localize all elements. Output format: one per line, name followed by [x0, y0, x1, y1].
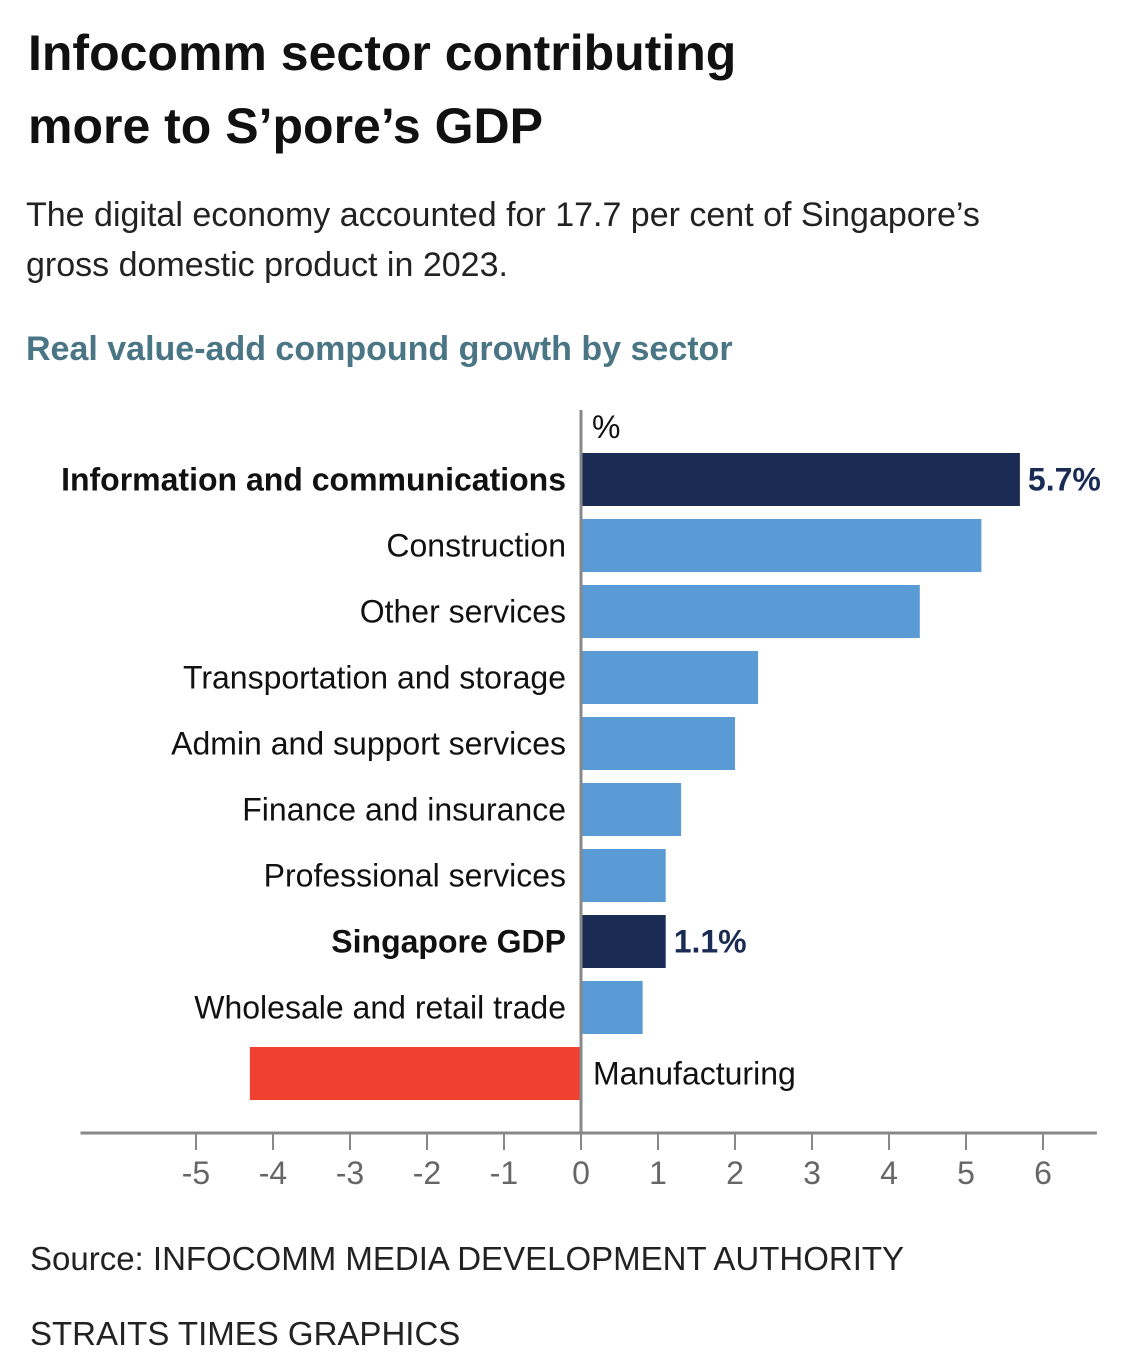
x-tick-label: -2 [413, 1155, 441, 1191]
category-label: Professional services [264, 858, 566, 894]
data-label: 1.1% [674, 924, 747, 960]
bar [581, 783, 682, 836]
x-tick-label: -1 [490, 1155, 518, 1191]
x-tick-label: 1 [649, 1155, 667, 1191]
subtitle-line-2: gross domestic product in 2023. [26, 246, 508, 284]
bar [581, 717, 735, 770]
category-label: Other services [360, 594, 566, 630]
x-tick-label: 2 [726, 1155, 744, 1191]
x-axis: -5 -4 -3 -2 -1 0 1 2 3 4 5 6 [80, 410, 1097, 1191]
source: Source: INFOCOMM MEDIA DEVELOPMENT AUTHO… [30, 1240, 904, 1277]
bar [581, 849, 666, 902]
title-line-1: Infocomm sector contributing [28, 25, 736, 81]
x-tick-label: -4 [259, 1155, 287, 1191]
x-tick-label: 4 [880, 1155, 898, 1191]
category-label: Singapore GDP [331, 924, 566, 960]
x-tick-label: 3 [803, 1155, 821, 1191]
category-label: Admin and support services [171, 726, 566, 762]
x-tick-label: 0 [572, 1155, 590, 1191]
chart-title: Real value-add compound growth by sector [26, 330, 733, 368]
bar [581, 453, 1020, 506]
category-label: Transportation and storage [183, 660, 566, 696]
subtitle-line-1: The digital economy accounted for 17.7 p… [26, 196, 980, 234]
bar [581, 585, 920, 638]
x-tick-label: -5 [182, 1155, 210, 1191]
bar [581, 651, 759, 704]
category-label: Finance and insurance [242, 792, 566, 828]
title-line-2: more to S’pore’s GDP [28, 98, 543, 154]
bar [581, 981, 643, 1034]
bar [249, 1047, 581, 1100]
category-label: Information and communications [61, 462, 566, 498]
x-tick-label: 6 [1034, 1155, 1052, 1191]
data-label: 5.7% [1028, 462, 1101, 498]
x-tick-label: -3 [336, 1155, 364, 1191]
x-tick-label: 5 [957, 1155, 975, 1191]
bar [581, 519, 982, 572]
unit-label: % [592, 409, 620, 445]
category-label: Wholesale and retail trade [194, 990, 566, 1026]
bars: Information and communications 5.7% Constr… [61, 453, 1101, 1100]
category-label: Construction [386, 528, 566, 564]
category-label: Manufacturing [593, 1056, 796, 1092]
credit: STRAITS TIMES GRAPHICS [30, 1315, 460, 1352]
bar [581, 915, 666, 968]
